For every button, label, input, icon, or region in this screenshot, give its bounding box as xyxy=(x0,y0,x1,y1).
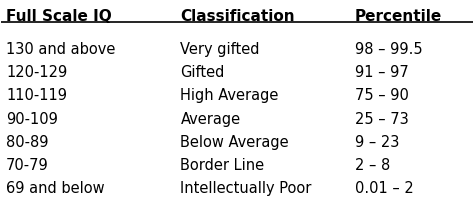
Text: Gifted: Gifted xyxy=(181,65,225,80)
Text: 110-119: 110-119 xyxy=(6,88,67,103)
Text: Intellectually Poor: Intellectually Poor xyxy=(181,181,312,195)
Text: 75 – 90: 75 – 90 xyxy=(355,88,409,103)
Text: 69 and below: 69 and below xyxy=(6,181,105,195)
Text: 80-89: 80-89 xyxy=(6,134,49,149)
Text: Average: Average xyxy=(181,111,241,126)
Text: Below Average: Below Average xyxy=(181,134,289,149)
Text: 0.01 – 2: 0.01 – 2 xyxy=(355,181,413,195)
Text: Very gifted: Very gifted xyxy=(181,42,260,57)
Text: 2 – 8: 2 – 8 xyxy=(355,157,390,172)
Text: 90-109: 90-109 xyxy=(6,111,58,126)
Text: 98 – 99.5: 98 – 99.5 xyxy=(355,42,422,57)
Text: Percentile: Percentile xyxy=(355,9,442,24)
Text: 120-129: 120-129 xyxy=(6,65,67,80)
Text: 9 – 23: 9 – 23 xyxy=(355,134,399,149)
Text: 25 – 73: 25 – 73 xyxy=(355,111,409,126)
Text: Full Scale IQ: Full Scale IQ xyxy=(6,9,112,24)
Text: Classification: Classification xyxy=(181,9,295,24)
Text: High Average: High Average xyxy=(181,88,279,103)
Text: 91 – 97: 91 – 97 xyxy=(355,65,409,80)
Text: Border Line: Border Line xyxy=(181,157,264,172)
Text: 70-79: 70-79 xyxy=(6,157,49,172)
Text: 130 and above: 130 and above xyxy=(6,42,116,57)
